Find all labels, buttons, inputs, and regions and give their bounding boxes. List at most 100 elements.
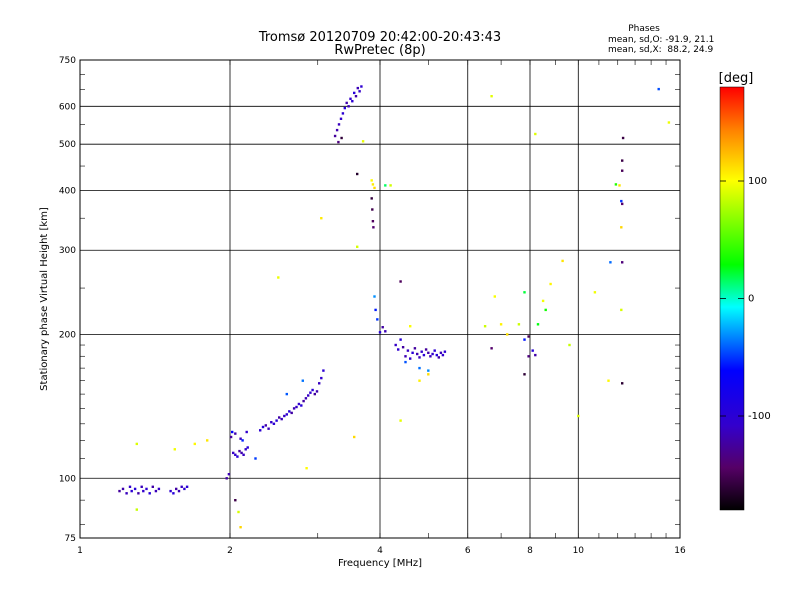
data-point (320, 217, 323, 220)
data-point (427, 373, 430, 376)
data-point (175, 487, 178, 491)
data-point (561, 259, 564, 263)
data-point (234, 453, 237, 456)
data-point (322, 369, 325, 372)
data-point (240, 451, 243, 455)
data-point (620, 199, 623, 203)
y-tick-label: 400 (59, 186, 76, 196)
axis-ticks: 1 2 4 6 8 10 16 75 100 200 300 400 500 600 750 (59, 56, 686, 556)
data-point (340, 136, 343, 140)
data-point (295, 405, 298, 409)
data-point (409, 357, 412, 360)
colorbar-tick-label: 0 (748, 294, 754, 305)
x-tick-label: 16 (674, 546, 686, 556)
data-point (237, 510, 240, 514)
data-point (238, 449, 241, 453)
data-point (125, 492, 128, 495)
data-point (234, 432, 237, 435)
colorbar-tick-label: -100 (748, 411, 771, 422)
data-point (137, 492, 140, 495)
data-point (177, 489, 181, 493)
data-point (443, 350, 447, 353)
y-tick-label: 500 (59, 140, 76, 150)
data-point (358, 90, 361, 93)
grid-lines (79, 59, 681, 539)
data-point (339, 117, 343, 120)
data-point (183, 487, 186, 491)
data-point (420, 350, 423, 353)
data-point (280, 417, 283, 421)
phases-heading: Phases (628, 24, 660, 34)
data-point (397, 348, 400, 351)
data-point (431, 352, 434, 356)
data-point (534, 132, 537, 136)
x-tick-label: 4 (377, 546, 383, 556)
data-point (154, 489, 158, 493)
chart-subtitle: RwPretec (8p) (334, 43, 425, 58)
data-point (621, 382, 624, 385)
data-point (493, 295, 496, 298)
data-point (418, 356, 421, 359)
data-point (384, 184, 387, 187)
data-point (133, 487, 137, 491)
data-point (270, 421, 273, 424)
data-point (523, 373, 526, 376)
data-point (193, 442, 196, 446)
x-tick-label: 8 (527, 546, 533, 556)
x-tick-label: 6 (465, 546, 471, 556)
data-point (433, 349, 436, 352)
data-point (370, 179, 373, 182)
data-point (236, 455, 239, 458)
data-point (315, 390, 319, 393)
data-point (394, 343, 397, 347)
y-tick-label: 200 (59, 330, 76, 340)
x-tick-label: 2 (227, 546, 233, 556)
x-axis-label: Frequency [MHz] (338, 558, 422, 569)
data-point (404, 355, 407, 358)
data-point (607, 379, 610, 382)
data-point (227, 473, 231, 476)
data-point (343, 106, 346, 110)
data-point (353, 435, 356, 439)
data-point (225, 477, 228, 480)
y-tick-label: 300 (59, 246, 76, 256)
data-point (311, 388, 314, 392)
data-point (285, 392, 288, 396)
data-point (135, 442, 138, 446)
data-point (490, 95, 493, 98)
data-point (169, 489, 172, 493)
data-point (531, 349, 534, 352)
data-point (354, 95, 358, 98)
data-point (373, 295, 376, 298)
data-point (527, 355, 530, 358)
data-point (621, 159, 624, 162)
data-point (384, 330, 387, 333)
data-point (244, 448, 247, 451)
data-point (657, 87, 660, 91)
data-point (309, 391, 312, 394)
colorbar-tick-label: 100 (748, 176, 767, 187)
data-point (337, 140, 340, 144)
data-point (180, 485, 183, 488)
data-point (370, 197, 373, 200)
data-point (371, 183, 375, 186)
data-point (593, 291, 597, 294)
data-point (333, 134, 337, 138)
data-point (360, 85, 363, 88)
data-point (534, 353, 537, 357)
data-point (264, 424, 267, 427)
data-point (490, 347, 493, 350)
data-point (416, 352, 419, 356)
data-point (523, 291, 526, 294)
y-tick-label: 75 (65, 534, 76, 544)
data-point (351, 100, 354, 103)
data-point (313, 392, 316, 396)
data-point (292, 407, 296, 410)
data-point (301, 379, 304, 382)
data-point (499, 323, 503, 326)
data-point (234, 499, 237, 502)
data-point (422, 353, 426, 357)
data-point (439, 351, 443, 354)
data-point (245, 430, 248, 434)
data-point (409, 325, 412, 328)
